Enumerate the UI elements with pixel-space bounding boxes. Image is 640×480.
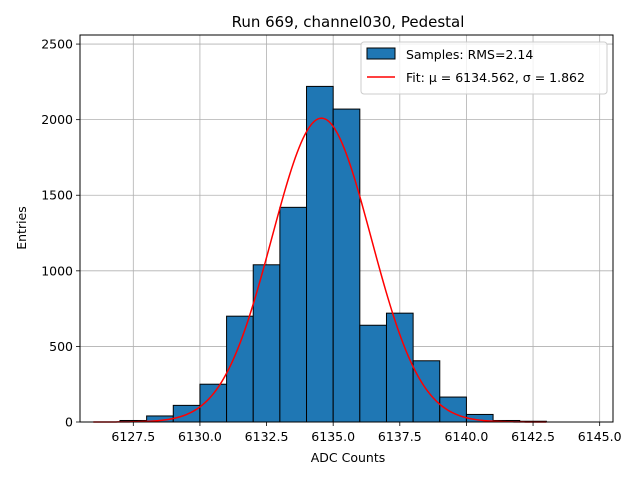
x-axis-label: ADC Counts bbox=[311, 450, 386, 465]
x-tick-label-3: 6135.0 bbox=[311, 429, 355, 444]
x-axis-ticks: 6127.5 6130.0 6132.5 6135.0 6137.5 6140.0 6142… bbox=[111, 422, 622, 444]
y-tick-label-4: 2000 bbox=[41, 112, 73, 127]
legend-histogram-label: Samples: RMS=2.14 bbox=[406, 47, 533, 62]
x-tick-label-0: 6127.5 bbox=[111, 429, 155, 444]
y-tick-label-2: 1000 bbox=[41, 263, 73, 278]
histogram-bar-5 bbox=[252, 264, 281, 423]
y-tick-label-3: 1500 bbox=[41, 188, 73, 203]
x-tick-label-6: 6142.5 bbox=[511, 429, 555, 444]
histogram-bar-6 bbox=[279, 206, 308, 423]
y-tick-label-0: 0 bbox=[65, 415, 73, 430]
x-tick-label-4: 6137.5 bbox=[378, 429, 422, 444]
histogram-bar-10 bbox=[385, 312, 414, 423]
legend-box bbox=[360, 41, 608, 95]
histogram-bar-12 bbox=[439, 396, 467, 423]
x-tick-label-1: 6130.0 bbox=[178, 429, 222, 444]
legend-histogram-swatch bbox=[366, 47, 396, 60]
chart-title: Run 669, channel030, Pedestal bbox=[232, 13, 465, 31]
histogram-bar-7 bbox=[306, 85, 334, 423]
y-tick-label-1: 500 bbox=[49, 339, 73, 354]
y-tick-label-5: 2500 bbox=[41, 37, 73, 52]
legend-fit-label: Fit: μ = 6134.562, σ = 1.862 bbox=[406, 70, 585, 85]
histogram-bar-11 bbox=[412, 360, 441, 423]
legend: Samples: RMS=2.14 Fit: μ = 6134.562, σ =… bbox=[360, 41, 608, 95]
histogram-bars bbox=[119, 85, 547, 423]
histogram-bar-4 bbox=[226, 315, 254, 423]
fit-curve bbox=[93, 117, 547, 423]
x-tick-label-7: 6145.0 bbox=[578, 429, 622, 444]
x-tick-label-5: 6140.0 bbox=[445, 429, 489, 444]
histogram-bar-9 bbox=[359, 324, 387, 423]
plot-frame bbox=[79, 34, 614, 423]
y-axis-ticks: 0 500 1000 1500 2000 2500 bbox=[41, 37, 80, 430]
y-axis-label: Entries bbox=[14, 206, 29, 250]
x-tick-label-2: 6132.5 bbox=[245, 429, 289, 444]
